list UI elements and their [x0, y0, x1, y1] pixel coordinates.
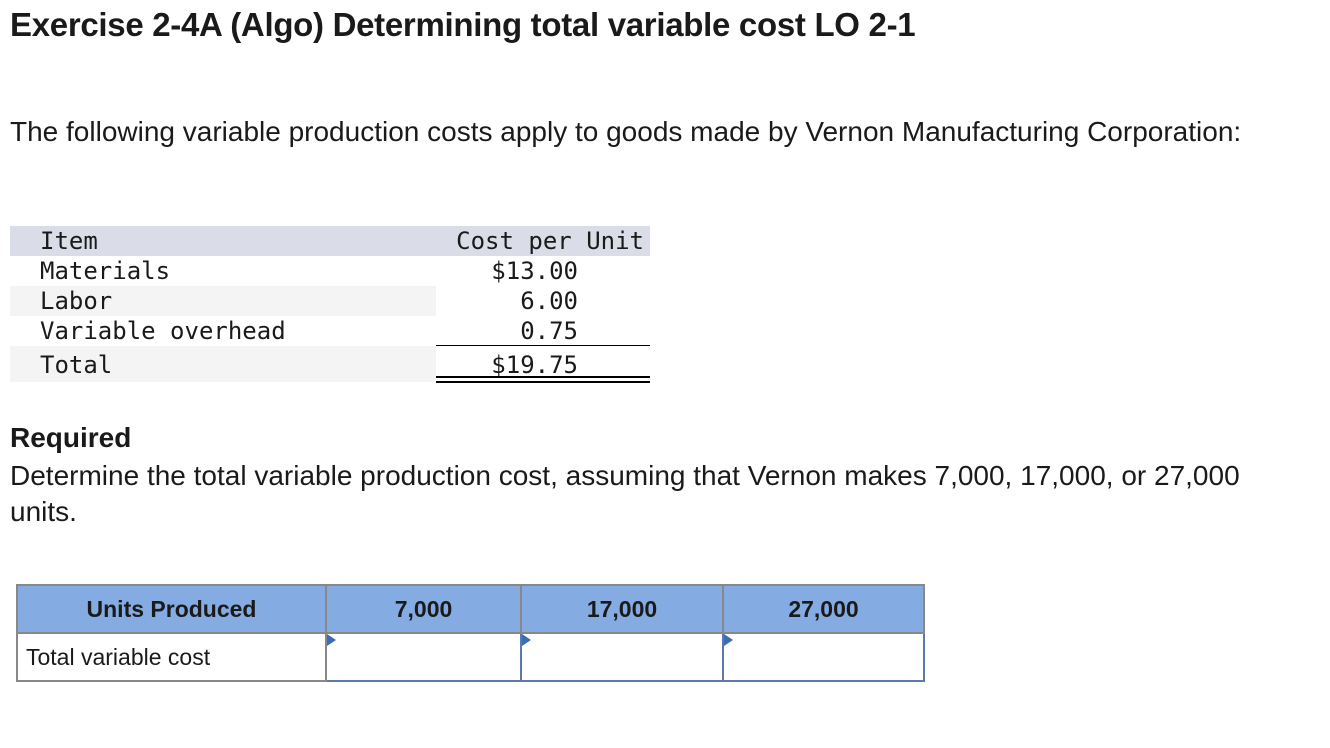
item-column-header: Item: [40, 227, 98, 255]
answer-cell: [325, 632, 522, 682]
total-variable-cost-input-7000[interactable]: [327, 635, 520, 679]
total-value: $19.75: [491, 351, 578, 379]
answer-table-row: Total variable cost: [16, 632, 925, 682]
input-marker-icon: [522, 634, 531, 646]
total-label: Total: [40, 351, 113, 379]
cost-value: $13.00: [491, 257, 578, 285]
units-column-header: 27,000: [722, 584, 925, 634]
total-variable-cost-input-27000[interactable]: [724, 635, 923, 679]
cost-table-total-row: Total $19.75: [10, 346, 650, 383]
required-text: Determine the total variable production …: [10, 460, 1240, 527]
input-marker-icon: [327, 634, 336, 646]
cost-table-header-row: Item Cost per Unit: [10, 226, 650, 256]
answer-table-header-row: Units Produced 7,000 17,000 27,000: [16, 584, 925, 634]
required-heading: Required: [10, 422, 132, 453]
answer-table: Units Produced 7,000 17,000 27,000 Total…: [16, 584, 925, 682]
exercise-title: Exercise 2-4A (Algo) Determining total v…: [10, 6, 916, 43]
intro-paragraph: The following variable production costs …: [10, 116, 1242, 147]
total-variable-cost-label: Total variable cost: [16, 632, 327, 682]
item-name: Variable overhead: [40, 317, 286, 345]
answer-cell: [722, 632, 925, 682]
cost-table-row: Labor 6.00: [10, 286, 650, 316]
item-name: Materials: [40, 257, 171, 285]
total-double-rule: [436, 376, 650, 383]
input-marker-icon: [724, 634, 733, 646]
cost-value: 0.75: [520, 317, 578, 345]
item-name: Labor: [40, 287, 113, 315]
cost-table-row: Materials $13.00: [10, 256, 650, 286]
total-variable-cost-input-17000[interactable]: [522, 635, 722, 679]
cost-value: 6.00: [520, 287, 578, 315]
cost-column-header: Cost per Unit: [456, 227, 644, 255]
units-column-header: 7,000: [325, 584, 522, 634]
answer-cell: [520, 632, 724, 682]
units-column-header: 17,000: [520, 584, 724, 634]
units-produced-header: Units Produced: [16, 584, 327, 634]
cost-per-unit-table: Item Cost per Unit Materials $13.00 Labo…: [10, 226, 650, 383]
cost-table-row: Variable overhead 0.75: [10, 316, 650, 347]
